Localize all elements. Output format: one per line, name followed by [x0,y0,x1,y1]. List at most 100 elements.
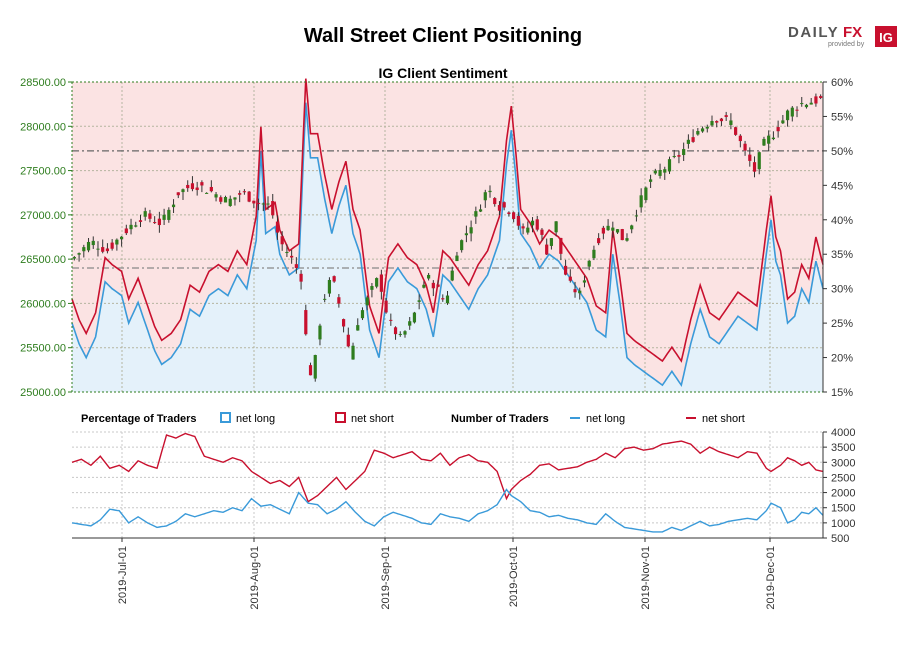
candle-up [705,126,709,129]
candle-down [512,212,516,219]
candle-down [105,248,110,252]
percent-tick-label: 15% [831,387,853,399]
candle-up [143,211,147,217]
candle-up [710,121,714,126]
count-tick-label: 3500 [831,442,855,454]
brand-ig: IG [879,30,893,45]
candle-down [157,218,161,226]
candle-down [393,327,398,335]
candle-up [658,169,662,176]
candle-down [101,247,105,252]
candle-up [474,211,478,217]
candle-down [748,154,752,161]
candle-down [620,229,624,241]
candle-up [460,240,464,251]
candle-up [408,321,412,326]
candle-down [379,274,383,292]
price-tick-label: 27000.00 [20,210,66,222]
candle-down [559,237,563,254]
candle-down [545,244,549,255]
candle-down [124,228,128,234]
candle-down [743,143,747,151]
date-tick-label: 2019-Sep-01 [380,546,392,610]
candle-up [667,159,672,172]
price-axis: 25000.00 25500.00 26000.00 26500.00 27000.00… [20,77,72,399]
candle-down [252,200,256,204]
candle-up [530,220,535,226]
candle-up [205,192,209,194]
brand-daily: DAILY [788,24,839,41]
candle-down [308,365,313,376]
candle-up [785,110,790,121]
candle-down [275,221,280,233]
percent-tick-label: 35% [831,249,853,261]
candle-down [516,215,520,226]
percent-tick-label: 60% [831,77,853,89]
candle-down [724,115,728,117]
candle-up [214,194,218,198]
candle-up [682,149,686,156]
candle-up [809,102,813,105]
date-tick-label: 2019-Dec-01 [765,546,777,610]
ig-badge [875,26,897,47]
candle-down [195,187,199,191]
candle-down [190,183,195,190]
candle-down [715,121,719,123]
candle-up [427,274,431,279]
date-tick-label: 2019-Nov-01 [640,546,652,610]
candle-down [200,182,204,186]
count-tick-label: 500 [831,533,849,545]
candle-up [261,203,265,205]
candle-down [138,220,143,222]
date-tick-label: 2019-Oct-01 [508,546,520,607]
candle-down [734,127,738,135]
candle-up [285,252,289,254]
legend-pct-short-swatch [335,412,346,423]
price-tick-label: 26000.00 [20,298,66,310]
candle-up [266,203,270,205]
candle-up [115,239,119,245]
candle-down [346,334,350,347]
price-candles [72,93,823,382]
candle-up [634,215,639,217]
candle-down [597,238,601,244]
candle-up [171,204,176,208]
candle-down [436,284,440,287]
brand-provided-by: provided by [828,41,865,48]
candle-up [526,227,530,233]
price-tick-label: 27500.00 [20,166,66,178]
candle-up [455,255,459,262]
net-long-count-line [71,488,824,533]
candle-up [91,240,95,246]
candle-up [422,284,426,288]
dailyfx-logo: DAILY FX provided by IG [788,24,897,48]
candle-down [238,193,242,195]
candle-down [563,265,568,275]
candle-up [162,214,166,220]
candle-down [148,213,152,219]
price-tick-label: 25000.00 [20,387,66,399]
candle-down [294,264,298,268]
sentiment-panel: 25000.00 25500.00 26000.00 26500.00 27000.00… [20,65,853,399]
candle-up [606,225,610,231]
candle-down [691,137,695,142]
candle-up [800,103,804,105]
candle-up [700,128,705,132]
candle-down [497,205,502,211]
candle-up [582,280,587,283]
candle-down [110,242,114,249]
candle-up [228,198,232,206]
candle-down [271,201,275,216]
candle-down [502,202,506,208]
candle-up [86,241,91,251]
legend-num-short: net short [702,413,745,425]
candle-up [370,286,374,290]
legend-pct-short: net short [351,413,394,425]
candle-down [431,282,435,289]
candle-down [209,186,213,192]
candle-up [356,325,360,331]
candle-down [819,96,823,98]
candle-down [280,236,284,245]
candle-up [729,120,733,125]
candle-up [223,197,228,203]
